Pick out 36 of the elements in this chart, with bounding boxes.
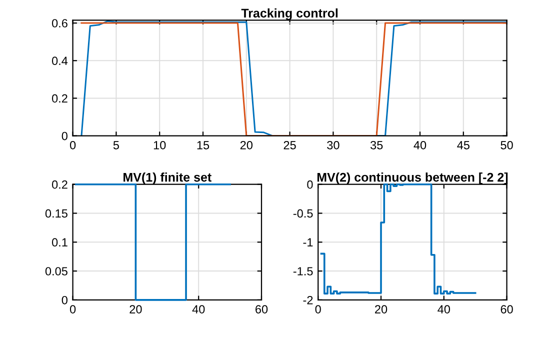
y-tick-label: 0.15	[45, 209, 68, 218]
x-tick-label: 35	[370, 140, 383, 150]
y-tick-label: 0	[62, 132, 68, 140]
x-tick-label: 20	[240, 140, 253, 150]
y-tick-label: -2	[303, 296, 313, 304]
x-tick-label: 0	[70, 305, 76, 314]
chart-title: MV(2) continuous between [-2 2]	[317, 172, 508, 184]
x-tick-label: 0	[70, 140, 76, 150]
y-tick-label: -0.5	[293, 209, 313, 218]
y-tick-label: 0	[307, 180, 313, 189]
x-tick-label: 40	[192, 305, 205, 314]
x-tick-label: 45	[457, 141, 470, 150]
y-tick-label: 0.2	[52, 180, 68, 189]
x-tick-label: 40	[438, 305, 450, 314]
y-tick-label: 0.4	[52, 56, 68, 66]
x-tick-label: 10	[154, 140, 166, 150]
y-tick-label: 0	[62, 296, 68, 304]
x-tick-label: 0	[315, 305, 321, 314]
x-tick-label: 20	[375, 305, 388, 314]
x-tick-label: 60	[256, 305, 268, 314]
x-tick-label: 50	[500, 140, 513, 150]
y-tick-label: 0.05	[45, 267, 68, 276]
x-tick-label: 15	[197, 141, 210, 150]
y-tick-label: -1.5	[293, 267, 313, 276]
x-tick-label: 40	[414, 140, 426, 150]
chart-title: MV(1) finite set	[124, 172, 212, 184]
y-tick-label: 0.2	[52, 94, 68, 103]
y-tick-label: 0.6	[52, 19, 68, 28]
x-tick-label: 5	[113, 141, 119, 150]
x-tick-label: 60	[500, 305, 513, 314]
x-tick-label: 25	[284, 140, 296, 150]
x-tick-label: 20	[130, 305, 142, 314]
chart-title: Tracking control	[241, 8, 338, 20]
x-tick-label: 30	[327, 140, 340, 150]
y-tick-label: 0.1	[52, 238, 68, 247]
y-tick-label: -1	[303, 238, 313, 246]
